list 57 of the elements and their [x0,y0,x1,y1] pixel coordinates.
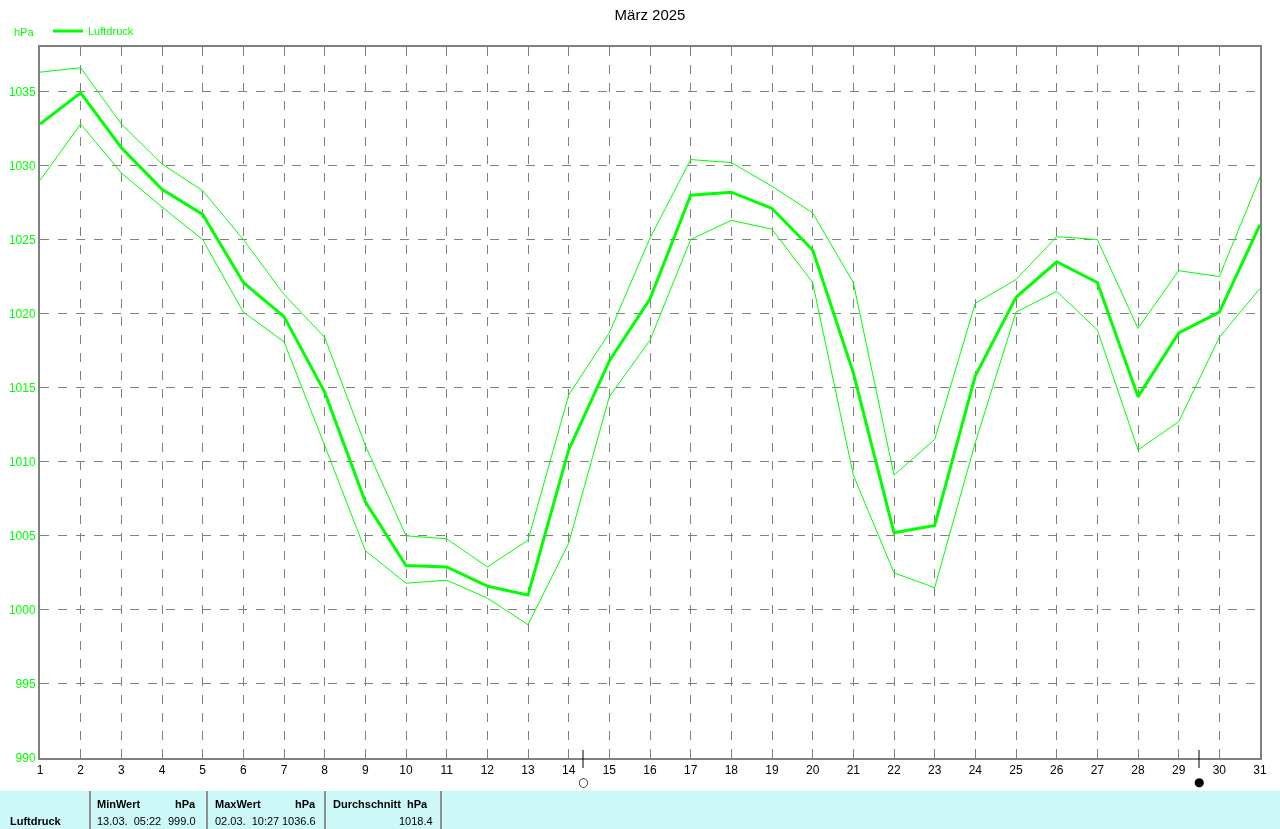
text: 1018.4 [399,815,433,827]
x-tick-label: 20 [805,763,820,778]
y-tick-label: 995 [15,677,36,692]
text: Durchschnitt hPa [333,798,429,810]
x-tick-label: 23 [927,763,942,778]
x-tick-label: 8 [321,763,329,778]
x-tick-label: 6 [239,763,247,778]
x-tick-label: 11 [440,763,454,778]
y-axis-title: hPa [14,26,35,38]
y-tick-label: 1005 [8,529,36,544]
x-tick-label: 30 [1212,763,1227,778]
text: 13.03. 05:22 [97,815,162,827]
x-tick-label: 25 [1009,763,1023,778]
y-tick-label: 1015 [8,380,36,395]
legend-label: Luftdruck [88,25,134,38]
text: 999.0 [168,815,196,827]
y-tick-label: 1035 [8,84,36,99]
x-tick-label: 3 [117,763,125,778]
text: 02.03. 10:27 [215,815,280,827]
y-tick-label: 990 [15,751,36,766]
chart-title: März 2025 [614,6,686,24]
x-tick-label: 29 [1171,763,1186,778]
x-tick-label: 26 [1049,763,1064,778]
text: 1036.6 [282,815,316,827]
x-tick-label: 17 [683,763,698,778]
y-tick-label: 1030 [8,158,36,173]
x-tick-label: 1 [36,763,44,778]
x-tick-label: 31 [1253,763,1267,778]
x-tick-label: 15 [602,763,617,778]
y-tick-label: 1000 [8,603,36,618]
x-tick-label: 27 [1090,763,1105,778]
x-tick-label: 18 [724,763,739,778]
x-tick-label: 9 [361,763,369,778]
x-tick-label: 28 [1131,763,1145,778]
text: MaxWert [215,798,261,810]
text: Luftdruck [10,815,62,827]
x-tick-label: 16 [643,763,657,778]
x-tick-label: 19 [765,763,779,778]
x-tick-label: 7 [280,763,288,778]
text: ● [1194,775,1205,789]
text: hPa [295,798,317,810]
x-tick-label: 5 [199,763,207,778]
x-tick-label: 2 [77,763,85,778]
y-tick-label: 1020 [8,306,36,321]
y-tick-label: 1025 [8,232,36,247]
text: hPa [175,798,197,810]
text: ○ [578,775,589,789]
x-tick-label: 13 [521,763,535,778]
x-tick-label: 24 [968,763,983,778]
x-tick-label: 21 [846,763,861,778]
x-tick-label: 22 [887,763,901,778]
y-tick-label: 1010 [8,454,36,469]
text: MinWert [97,798,141,810]
x-tick-label: 10 [399,763,413,778]
x-tick-label: 4 [158,763,166,778]
x-tick-label: 12 [480,763,495,778]
x-tick-label: 14 [561,763,576,778]
